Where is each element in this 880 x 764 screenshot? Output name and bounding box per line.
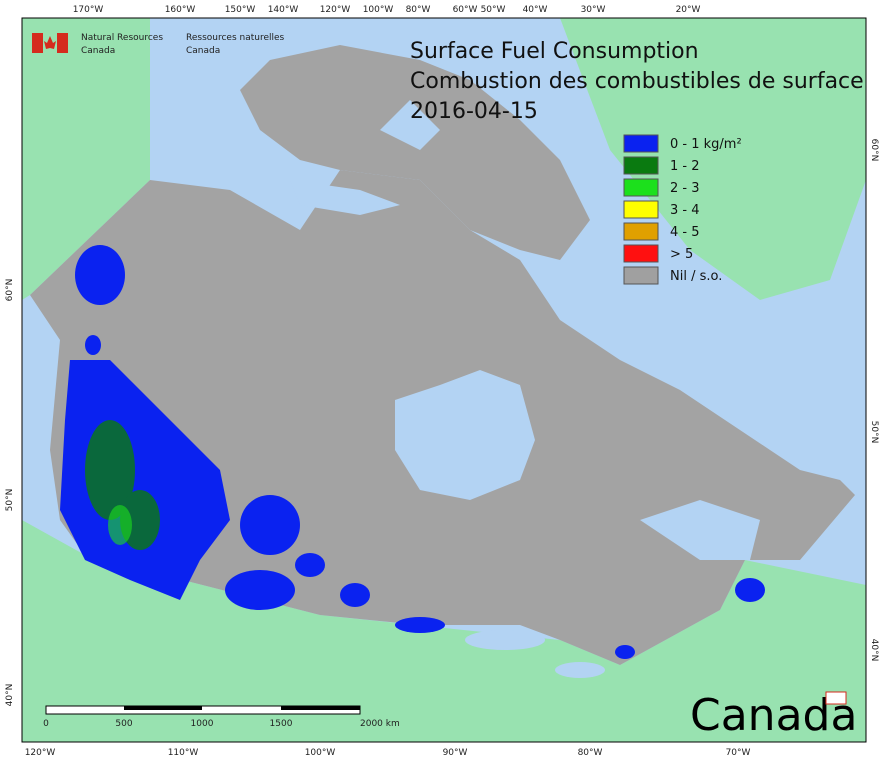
graticule-label: 120°W	[320, 5, 351, 15]
graticule-label: 120°W	[25, 748, 56, 758]
graticule-label: 100°W	[363, 5, 394, 15]
graticule-label: 170°W	[73, 5, 104, 15]
legend-swatch	[623, 134, 659, 153]
legend-label: 1 - 2	[670, 159, 700, 174]
legend-swatch	[623, 200, 659, 219]
graticule-label: 20°W	[676, 5, 701, 15]
legend-label: 4 - 5	[670, 225, 700, 240]
flag	[32, 33, 43, 53]
legend-label: 3 - 4	[670, 203, 700, 218]
scale-bar	[281, 706, 360, 710]
legend-label: 2 - 3	[670, 181, 700, 196]
scale-label: 500	[115, 719, 132, 729]
arctic-channel	[290, 180, 400, 215]
scale-label: 1500	[270, 719, 293, 729]
graticule-label: 140°W	[268, 5, 299, 15]
header-text: Canada	[186, 46, 220, 56]
graticule-label: 50°W	[481, 5, 506, 15]
arctic-islands	[240, 45, 590, 260]
gulf	[640, 500, 760, 560]
hudson-bay	[395, 370, 535, 500]
great-lakes	[555, 662, 605, 678]
title: Combustion des combustibles de surface	[410, 69, 864, 94]
header-text: Natural Resources	[81, 33, 163, 43]
great-lakes	[465, 630, 545, 650]
flag	[44, 36, 56, 49]
legend-swatch	[623, 244, 659, 263]
graticule-label: 60°N	[5, 279, 15, 302]
legend-label: > 5	[670, 247, 693, 262]
graticule-label: 60°N	[869, 139, 879, 162]
scale-label: 1000	[191, 719, 214, 729]
scale-label: 0	[43, 719, 49, 729]
graticule-label: 40°N	[5, 684, 15, 707]
graticule-label: 40°N	[869, 639, 879, 662]
graticule-label: 50°N	[869, 421, 879, 444]
wordmark-flag	[825, 691, 847, 705]
fire-areas	[60, 245, 765, 659]
graticule-label: 100°W	[305, 748, 336, 758]
graticule-label: 160°W	[165, 5, 196, 15]
flag	[57, 33, 68, 53]
graticule-label: 150°W	[225, 5, 256, 15]
scale-bar	[124, 706, 202, 710]
usa	[22, 520, 866, 742]
legend-swatch	[623, 178, 659, 197]
header-text: Ressources naturelles	[186, 33, 285, 43]
greenland	[560, 18, 866, 300]
fire-high	[108, 505, 132, 545]
graticule-label: 70°W	[726, 748, 751, 758]
legend-swatch	[623, 266, 659, 285]
graticule-label: 110°W	[168, 748, 199, 758]
graticule-label: 30°W	[581, 5, 606, 15]
legend-label: 0 - 1 kg/m²	[670, 137, 742, 152]
map-frame	[21, 17, 867, 743]
graticule-label: 40°W	[523, 5, 548, 15]
header-text: Canada	[81, 46, 115, 56]
legend-swatch	[623, 156, 659, 175]
title: Surface Fuel Consumption	[410, 39, 699, 64]
graticule-label: 50°N	[5, 489, 15, 512]
legend-swatch	[623, 222, 659, 241]
graticule-label: 60°W	[453, 5, 478, 15]
scale-label: 2000 km	[360, 719, 400, 729]
legend-label: Nil / s.o.	[670, 269, 722, 284]
graticule-label: 80°W	[578, 748, 603, 758]
land-west	[22, 18, 150, 300]
graticule-label: 80°W	[406, 5, 431, 15]
graticule-label: 90°W	[443, 748, 468, 758]
date: 2016-04-15	[410, 99, 538, 124]
arctic-channel	[380, 100, 440, 150]
